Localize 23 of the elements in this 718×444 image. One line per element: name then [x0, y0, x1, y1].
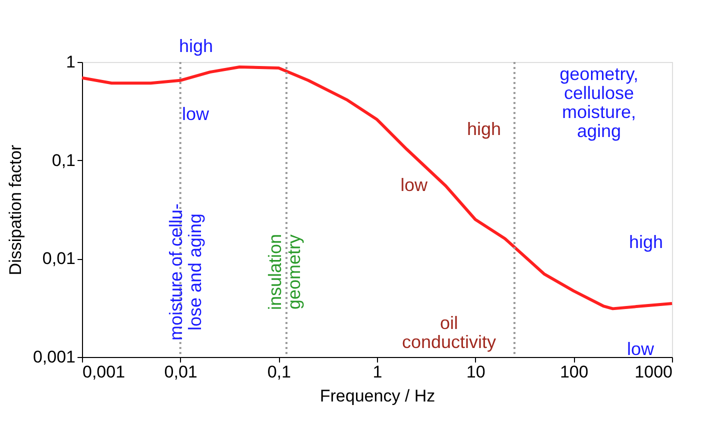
x-tick-label: 100: [560, 362, 588, 382]
annotation: geometry, cellulose moisture, aging: [560, 64, 638, 141]
annotation: high: [629, 232, 664, 252]
x-tick-label: 1: [372, 362, 382, 382]
x-tick-label: 0,1: [267, 362, 291, 382]
x-tick-label: 10: [466, 362, 486, 382]
annotation: moisture of cellu- lose and aging: [166, 203, 205, 341]
annotation: insulation geometry: [265, 234, 304, 310]
annotation: high: [466, 119, 502, 139]
annotation: low: [627, 339, 656, 359]
y-tick-label: 0,1: [52, 150, 76, 170]
annotation: low: [400, 175, 428, 195]
x-tick-label: 1000: [634, 362, 672, 382]
y-tick-label: 1: [66, 52, 76, 72]
text: high: [179, 36, 214, 56]
y-axis-title: Dissipation factor: [6, 144, 25, 276]
annotation: oil conductivity: [402, 313, 496, 352]
x-tick-label: 0,01: [164, 362, 198, 382]
y-tick-label: 0,001: [32, 348, 76, 366]
annotation: low: [182, 104, 210, 124]
x-axis-title: Frequency / Hz: [320, 386, 436, 406]
x-tick-label: 0,001: [82, 362, 126, 382]
y-tick-label: 0,01: [42, 249, 76, 268]
